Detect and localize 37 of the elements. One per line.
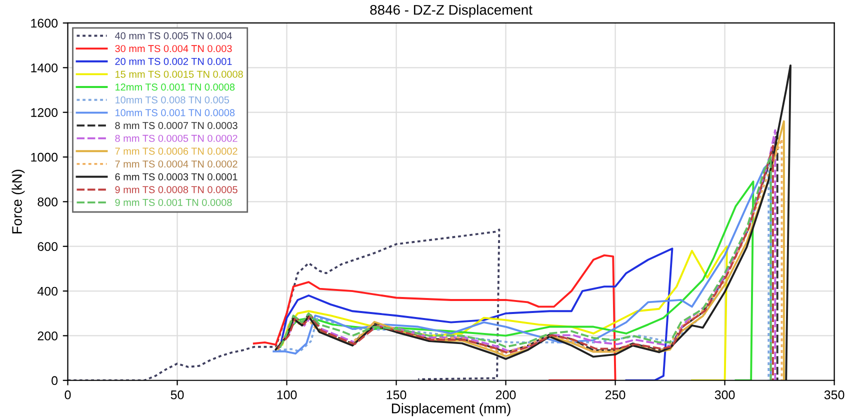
x-tick-label: 0 (64, 390, 71, 400)
legend-label: 8 mm TS 0.0005 TN 0.0002 (115, 134, 238, 142)
legend-label: 7 mm TS 0.0004 TN 0.0002 (115, 160, 238, 168)
x-axis-title: Displacement (mm) (392, 403, 510, 416)
legend-label: 7 mm TS 0.0006 TN 0.0002 (115, 148, 238, 155)
legend-label: 40 mm TS 0.005 TN 0.004 (114, 32, 232, 40)
x-tick-label: 300 (714, 390, 735, 400)
legend-label: 9 mm TS 0.0008 TN 0.0005 (115, 186, 238, 194)
line-series (274, 64, 792, 380)
x-tick-label: 150 (386, 390, 406, 400)
x-tick-label: 350 (824, 390, 844, 400)
y-tick-label: 1400 (31, 63, 58, 72)
y-tick-label: 600 (38, 242, 58, 252)
line-series (68, 228, 500, 380)
legend-label: 9 mm TS 0.001 TN 0.0008 (115, 198, 232, 206)
y-tick-label: 0 (52, 376, 58, 386)
y-tick-label: 1000 (31, 152, 58, 162)
y-tick-label: 200 (38, 332, 58, 340)
legend-label: 30 mm TS 0.004 TN 0.003 (115, 45, 232, 52)
legend-label: 20 mm TS 0.002 TN 0.001 (115, 58, 232, 65)
x-tick-label: 100 (277, 390, 297, 400)
y-axis-title: Force (kN) (12, 170, 25, 234)
legend-label: 10mm TS 0.001 TN 0.0008 (116, 109, 235, 116)
chart-title: 8846 - DZ-Z Displacement (370, 4, 532, 18)
y-tick-label: 400 (37, 286, 58, 296)
x-tick-label: 250 (605, 390, 626, 400)
y-tick-label: 800 (38, 197, 58, 206)
legend-label: 12mm TS 0.001 TN 0.0008 (116, 84, 235, 91)
x-tick-label: 200 (496, 390, 516, 400)
x-tick-label: 50 (170, 390, 184, 400)
legend-label: 8 mm TS 0.0007 TN 0.0003 (115, 122, 238, 130)
line-series (252, 254, 616, 380)
legend-label: 6 mm TS 0.0003 TN 0.0001 (115, 173, 238, 180)
y-tick-label: 1600 (31, 18, 58, 28)
y-tick-label: 1200 (31, 108, 58, 117)
legend-label: 10mm TS 0.008 TN 0.005 (116, 96, 230, 104)
legend-label: 15 mm TS 0.0015 TN 0.0008 (116, 70, 243, 78)
